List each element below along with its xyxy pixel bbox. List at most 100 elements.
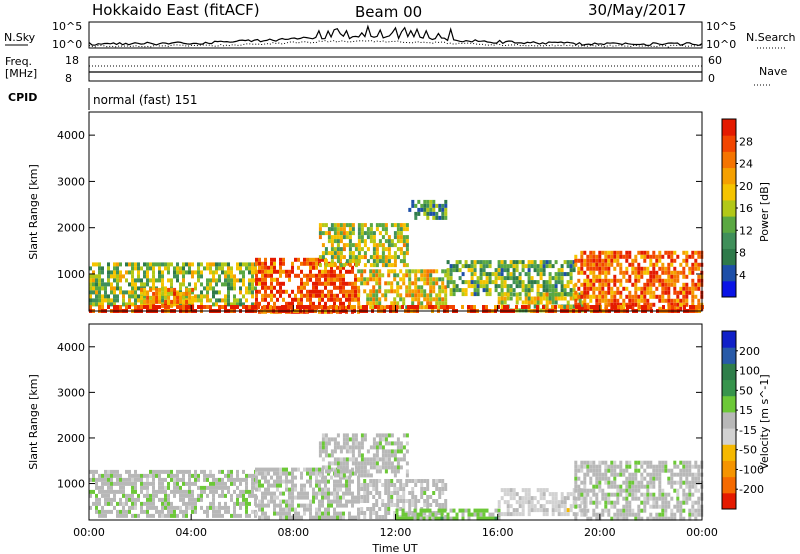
heatmap-cell — [255, 475, 258, 480]
heatmap-cell — [643, 266, 647, 271]
heatmap-cell — [661, 512, 665, 517]
heatmap-cell — [146, 513, 149, 518]
heatmap-cell — [682, 488, 686, 493]
heatmap-cell — [270, 495, 273, 500]
heatmap-cell — [300, 261, 303, 266]
heatmap-cell — [297, 491, 300, 496]
heatmap-cell — [329, 305, 332, 309]
heatmap-cell — [276, 471, 279, 476]
heatmap-cell — [176, 473, 179, 478]
heatmap-cell — [420, 515, 424, 519]
heatmap-cell — [233, 278, 236, 283]
heatmap-cell — [372, 239, 376, 244]
heatmap-cell — [375, 259, 379, 264]
heatmap-cell — [137, 270, 140, 275]
heatmap-cell — [146, 274, 149, 279]
heatmap-cell — [515, 300, 519, 305]
heatmap-cell — [676, 278, 680, 283]
heatmap-cell — [314, 305, 317, 309]
heatmap-cell — [134, 481, 137, 486]
heatmap-cell — [658, 298, 662, 303]
heatmap-cell — [473, 272, 477, 277]
heatmap-cell — [589, 476, 593, 481]
heatmap-cell — [637, 512, 641, 517]
heatmap-cell — [569, 492, 573, 497]
heatmap-cell — [664, 492, 668, 497]
heatmap-cell — [273, 301, 276, 306]
heatmap-cell — [188, 287, 192, 292]
heatmap-cell — [351, 227, 355, 232]
heatmap-cell — [303, 273, 306, 278]
heatmap-cell — [673, 290, 677, 295]
heatmap-cell — [270, 265, 273, 270]
heatmap-cell — [438, 491, 442, 495]
heatmap-cell — [479, 280, 483, 285]
heatmap-cell — [158, 489, 161, 494]
heatmap-cell — [354, 469, 358, 474]
heatmap-cell — [682, 290, 686, 295]
freq-label-2: [MHz] — [5, 67, 37, 80]
heatmap-cell — [152, 305, 155, 309]
heatmap-cell — [515, 268, 519, 273]
heatmap-cell — [282, 471, 285, 476]
heatmap-cell — [536, 508, 540, 513]
heatmap-cell — [348, 259, 352, 264]
heatmap-cell — [251, 493, 254, 498]
heatmap-cell — [366, 235, 370, 240]
heatmap-cell — [404, 512, 408, 517]
heatmap-cell — [405, 473, 409, 478]
heatmap-cell — [575, 305, 578, 309]
heatmap-cell — [98, 282, 101, 287]
heatmap-cell — [224, 501, 227, 506]
heatmap-cell — [339, 251, 343, 256]
heatmap-cell — [554, 296, 558, 301]
heatmap-cell — [664, 298, 668, 303]
heatmap-cell — [333, 251, 337, 256]
heatmap-cell — [366, 495, 370, 499]
heatmap-cell — [634, 258, 638, 263]
heatmap-cell — [209, 501, 212, 506]
heatmap-cell — [324, 475, 327, 480]
heatmap-cell — [164, 266, 167, 271]
heatmap-cell — [414, 289, 418, 294]
heatmap-cell — [194, 469, 197, 474]
heatmap-cell — [248, 266, 251, 271]
heatmap-cell — [152, 274, 155, 279]
heatmap-cell — [592, 512, 596, 517]
heatmap-cell — [324, 247, 328, 252]
colorbar-swatch — [722, 331, 736, 348]
heatmap-cell — [592, 492, 596, 497]
heatmap-cell — [431, 305, 434, 309]
heatmap-cell — [423, 289, 427, 294]
heatmap-cell — [363, 255, 367, 260]
heatmap-cell — [446, 305, 449, 309]
heatmap-cell — [333, 449, 337, 454]
heatmap-cell — [363, 281, 367, 286]
heatmap-cell — [188, 299, 192, 304]
heatmap-cell — [580, 500, 584, 505]
heatmap-cell — [613, 484, 617, 489]
heatmap-cell — [589, 460, 593, 465]
heatmap-cell — [560, 504, 564, 509]
heatmap-cell — [685, 460, 689, 465]
heatmap-cell — [306, 261, 309, 266]
heatmap-cell — [318, 487, 321, 492]
heatmap-cell — [354, 433, 358, 438]
heatmap-cell — [360, 433, 364, 438]
heatmap-cell — [282, 479, 285, 484]
heatmap-cell — [264, 475, 267, 480]
heatmap-cell — [524, 272, 528, 277]
heatmap-cell — [134, 278, 137, 283]
heatmap-cell — [667, 504, 671, 509]
heatmap-cell — [372, 487, 376, 491]
heatmap-cell — [390, 449, 394, 454]
heatmap-cell — [264, 511, 267, 516]
heatmap-cell — [423, 491, 427, 495]
colorbar-tick-label: 200 — [739, 345, 760, 358]
heatmap-cell — [479, 260, 483, 265]
heatmap-cell — [321, 251, 325, 256]
heatmap-cell — [384, 231, 388, 236]
heatmap-cell — [333, 487, 336, 492]
heatmap-cell — [384, 491, 388, 495]
